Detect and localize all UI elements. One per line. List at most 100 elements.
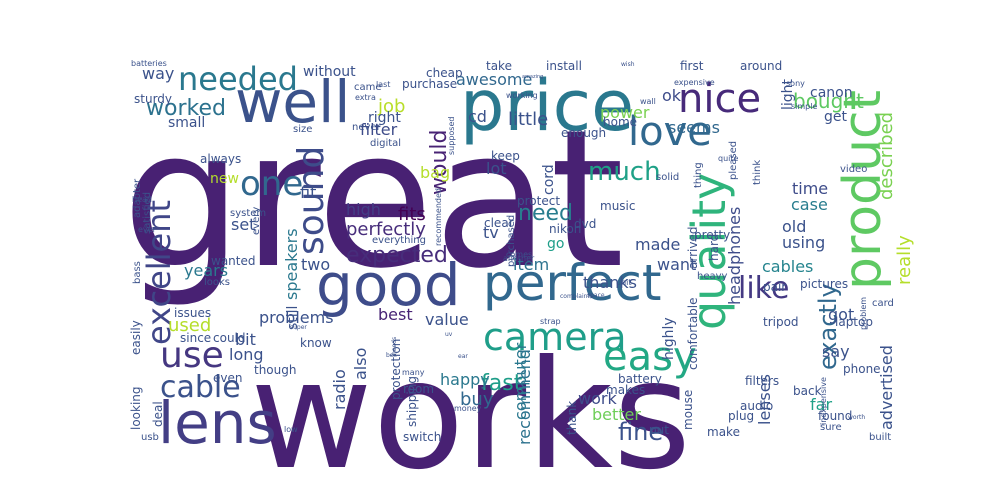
word-make: make (707, 425, 740, 439)
word-awesome: awesome (456, 70, 532, 89)
word-purchased: purchased (506, 215, 517, 267)
word-first: first (680, 59, 704, 73)
word-pretty: pretty (694, 228, 730, 242)
word-high: high (346, 200, 381, 219)
word-pair: pair (763, 280, 786, 294)
word-long: long (229, 345, 264, 364)
word-uv: uv (445, 331, 453, 338)
word-ok: ok (662, 86, 682, 105)
word-keep: keep (491, 149, 520, 163)
word-filters: filters (745, 374, 779, 388)
word-protect: protect (517, 194, 560, 208)
word-advertised: advertised (877, 345, 896, 430)
word-still: still (285, 306, 301, 330)
word-supposed: supposed (447, 117, 456, 155)
word-thing: thing (693, 162, 704, 188)
word-use: use (160, 335, 224, 376)
word-unit: unit (616, 278, 632, 287)
word-product: product (833, 90, 893, 290)
word-needed: needed (178, 60, 298, 98)
word-happy: happy (440, 370, 490, 389)
word-get: get (824, 109, 848, 125)
word-sound: sound (291, 146, 332, 255)
word-power: power (600, 103, 650, 122)
word-low: low (284, 425, 298, 434)
word-cord: cord (541, 164, 557, 195)
word-heavy: heavy (697, 271, 728, 282)
word-work: work (578, 389, 617, 408)
word-battery: battery (618, 372, 662, 386)
word-protection: protection (389, 339, 403, 400)
word-inexpensive: inexpensive (819, 377, 828, 425)
word-recommended: recommended (434, 188, 443, 246)
word-amazing: amazing (522, 74, 543, 80)
word-go: go (547, 236, 564, 252)
word-enough: enough (561, 126, 606, 140)
word-bought: bought (793, 89, 864, 113)
word-built: built (869, 432, 891, 443)
word-way: way (142, 64, 174, 83)
word-size: size (293, 124, 312, 135)
word-clear: clear (484, 216, 514, 230)
word-dvd: dvd (574, 217, 596, 231)
word-needs: needs (391, 337, 398, 355)
word-far: far (810, 395, 832, 414)
word-comes: comes (506, 250, 532, 259)
word-box: box (386, 352, 397, 359)
word-nice: nice (678, 76, 761, 122)
word-issues: issues (174, 306, 211, 320)
word-fast: fast (481, 371, 523, 396)
word-say: say (822, 342, 850, 361)
word-extra: extra (355, 93, 376, 102)
word-switch: switch (403, 430, 441, 444)
word-tv: tv (483, 223, 499, 242)
word-buy: buy (460, 389, 494, 410)
word-space: space (587, 292, 605, 299)
word-best: best (378, 305, 413, 324)
word-fit: fit (300, 183, 316, 202)
word-though: though (254, 363, 296, 377)
word-room: room (403, 382, 434, 396)
word-highly: highly (661, 317, 677, 360)
word-used: used (168, 315, 211, 336)
word-since: since (180, 331, 211, 345)
word-small: small (168, 115, 205, 131)
word-fine: fine (618, 418, 663, 446)
word-described: described (876, 112, 897, 200)
word-home: home (603, 115, 637, 129)
word-recommend: recommend (515, 349, 534, 445)
word-thanks: thanks (583, 273, 637, 292)
word-money: money (454, 404, 482, 413)
word-case: case (791, 195, 828, 214)
word-hard: hard (707, 234, 721, 261)
word-set: set (231, 215, 255, 234)
word-made: made (635, 235, 680, 254)
word-got: got (828, 305, 854, 324)
word-item: item (513, 255, 549, 274)
word-using: using (782, 233, 825, 252)
word-shipping: shipping (405, 376, 419, 427)
word-another: another (503, 254, 535, 263)
word-deal: deal (151, 401, 165, 427)
word-last: last (376, 80, 390, 89)
word-purchase: purchase (402, 77, 457, 91)
word-head: head (132, 195, 152, 204)
word-complaints: complaints (560, 293, 593, 300)
word-one: one (240, 164, 303, 204)
word-quality: quality (682, 173, 736, 330)
word-satisfied: satisfied (142, 192, 153, 234)
word-laptop: laptop (835, 315, 873, 329)
word-sturdy: sturdy (134, 92, 172, 106)
word-price: price (460, 65, 634, 147)
word-without: without (303, 64, 356, 80)
word-two: two (301, 255, 330, 274)
word-always: always (200, 152, 241, 166)
word-perfect: perfect (483, 254, 662, 312)
word-worth: worth (848, 414, 865, 421)
word-looks: looks (204, 277, 230, 288)
word-solid: solid (656, 172, 679, 183)
word-much: much (588, 157, 661, 187)
word-also: also (351, 348, 370, 380)
word-cheap: cheap (426, 66, 463, 80)
word-great: great (122, 89, 624, 310)
